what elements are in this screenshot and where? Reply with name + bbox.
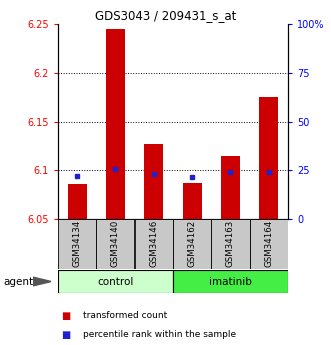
- Text: control: control: [97, 277, 134, 286]
- Polygon shape: [33, 277, 51, 286]
- Bar: [173, 219, 211, 269]
- Text: GSM34163: GSM34163: [226, 219, 235, 267]
- Text: ■: ■: [61, 311, 71, 321]
- Text: GDS3043 / 209431_s_at: GDS3043 / 209431_s_at: [95, 9, 236, 22]
- Bar: [259, 97, 278, 219]
- Text: transformed count: transformed count: [83, 311, 167, 320]
- Text: ■: ■: [61, 330, 71, 339]
- Bar: [58, 219, 96, 269]
- Bar: [250, 219, 288, 269]
- Bar: [106, 29, 125, 219]
- Text: GSM34164: GSM34164: [264, 219, 273, 267]
- Bar: [212, 219, 250, 269]
- Text: percentile rank within the sample: percentile rank within the sample: [83, 330, 236, 339]
- Bar: [173, 270, 288, 293]
- Bar: [58, 270, 173, 293]
- Bar: [135, 219, 173, 269]
- Text: agent: agent: [3, 277, 33, 286]
- Bar: [221, 156, 240, 219]
- Text: GSM34134: GSM34134: [72, 219, 82, 267]
- Bar: [96, 219, 134, 269]
- Bar: [182, 183, 202, 219]
- Bar: [144, 144, 164, 219]
- Bar: [68, 184, 87, 219]
- Text: GSM34146: GSM34146: [149, 219, 158, 267]
- Text: GSM34162: GSM34162: [188, 219, 197, 267]
- Text: imatinib: imatinib: [209, 277, 252, 286]
- Text: GSM34140: GSM34140: [111, 219, 120, 267]
